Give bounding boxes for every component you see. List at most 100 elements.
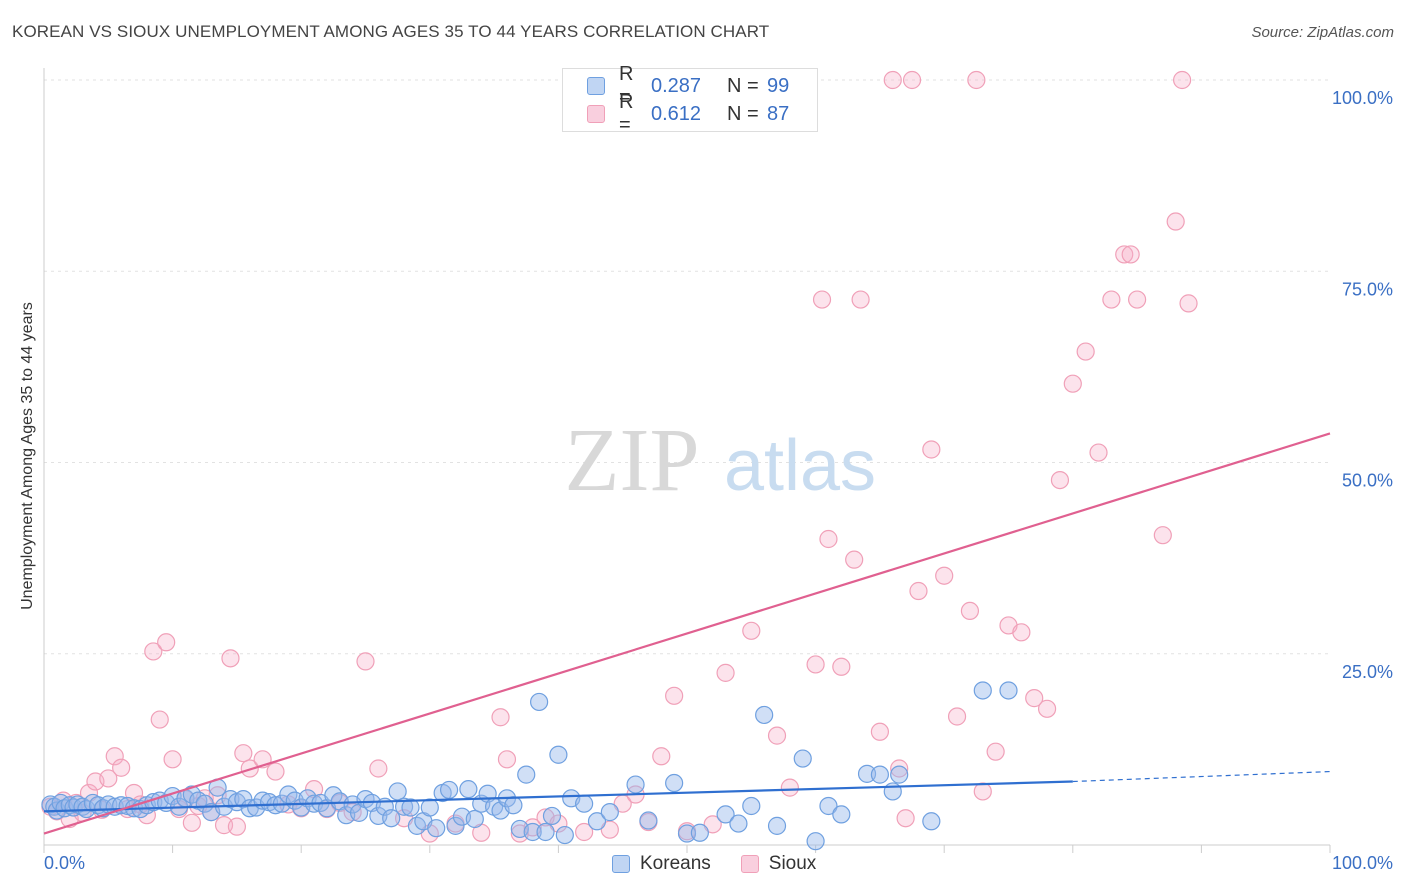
korean-point [407, 816, 427, 835]
sioux-point [767, 726, 787, 745]
sioux-point [922, 440, 941, 459]
trendlines [43, 432, 1331, 835]
sioux-point [1012, 623, 1031, 642]
sioux-point [665, 686, 684, 705]
y-tick-label: 25.0% [1342, 662, 1393, 682]
sioux-point [935, 566, 954, 585]
sioux-point [1102, 290, 1121, 309]
korean-swatch [587, 77, 605, 95]
korean-point [832, 805, 851, 824]
sioux-point [819, 529, 838, 549]
n-label: N = [727, 74, 759, 97]
sioux-point [870, 722, 890, 741]
n-label: N = [727, 102, 759, 125]
korean-swatch [612, 855, 630, 873]
sioux-point [150, 710, 169, 729]
sioux-point [851, 290, 870, 309]
korean-point [401, 798, 420, 817]
sioux-point [112, 758, 131, 777]
korean-point [600, 803, 619, 822]
sioux-point [497, 750, 517, 769]
sioux-point [896, 809, 915, 828]
legend-row-sioux: R = 0.612 N = 87 [587, 91, 790, 136]
r-value: 0.612 [651, 102, 702, 125]
sioux-point [105, 747, 124, 766]
sioux-point [832, 657, 851, 676]
sioux-point [1173, 70, 1192, 90]
korean-point [427, 819, 446, 838]
sioux-point [703, 815, 722, 834]
sioux-point [182, 813, 201, 832]
y-tick-label: 75.0% [1342, 279, 1393, 299]
sioux-swatch [587, 105, 605, 123]
sioux-point [973, 782, 992, 801]
sioux-trendline [43, 432, 1331, 835]
korean-point [973, 681, 992, 700]
korean-point [542, 806, 562, 826]
watermark-zip: ZIP [565, 411, 700, 510]
sioux-point [1115, 245, 1134, 264]
axes [43, 68, 1331, 853]
sioux-point [845, 550, 864, 569]
sioux-point [227, 817, 246, 836]
korean-point [806, 832, 825, 851]
korean-point [504, 796, 523, 815]
sioux-point [1121, 245, 1140, 264]
korean-point [742, 796, 761, 816]
sioux-point [902, 70, 922, 90]
y-tick-label: 50.0% [1342, 471, 1393, 491]
sioux-point [1063, 374, 1082, 393]
korean-point [729, 814, 748, 833]
korean-point [870, 765, 890, 784]
r-value: 0.287 [651, 74, 702, 97]
sioux-point [157, 633, 176, 652]
sioux-point [883, 70, 902, 90]
sioux-point [960, 601, 980, 621]
sioux-point [369, 759, 388, 778]
korean-point [716, 805, 735, 824]
korean-point [536, 822, 555, 842]
korean-point [394, 797, 414, 816]
sioux-point [99, 769, 118, 788]
sioux-point [144, 642, 163, 661]
sioux-point [1025, 689, 1044, 708]
sioux-point [575, 822, 594, 842]
sioux-point [1076, 342, 1095, 361]
sioux-point [909, 581, 928, 601]
sioux-point [947, 707, 967, 726]
n-value: 99 [767, 74, 790, 97]
korean-point [626, 775, 645, 794]
korean-point [639, 811, 658, 830]
korean-point [530, 692, 549, 712]
sioux-point [967, 70, 986, 90]
sioux-point [1050, 470, 1070, 490]
legend-label-koreans: Koreans [640, 853, 711, 874]
korean-trendline-extension [1072, 770, 1331, 783]
r-label: R = [619, 63, 634, 108]
sioux-point [163, 750, 182, 769]
stats-legend: R = 0.287 N = 99 R = 0.612 N = 87 [562, 63, 818, 136]
n-value: 87 [767, 102, 790, 125]
sioux-point [806, 655, 825, 674]
sioux-point [234, 744, 253, 763]
korean-point [555, 825, 574, 845]
grid [44, 79, 1330, 655]
sioux-point [266, 762, 285, 781]
korean-point [690, 823, 709, 842]
korean-point [523, 822, 542, 842]
sioux-point [356, 652, 375, 671]
sioux-point [780, 778, 799, 797]
sioux-point [1153, 526, 1172, 545]
y-tick-label: 100.0% [1332, 88, 1393, 108]
sioux-point [221, 649, 240, 668]
korean-point [517, 765, 536, 784]
korean-point [587, 812, 607, 831]
sioux-point [742, 621, 761, 640]
korean-point [819, 796, 838, 816]
korean-point [677, 824, 697, 843]
korean-series [41, 681, 1018, 851]
series-legend: Koreans Sioux [612, 852, 846, 876]
sioux-point [652, 747, 671, 766]
sioux-point [1166, 212, 1185, 231]
